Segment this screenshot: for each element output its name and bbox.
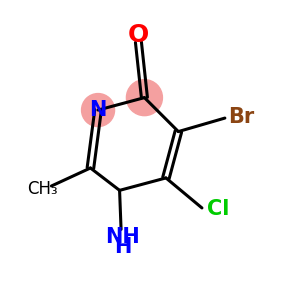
Circle shape <box>82 94 115 127</box>
Text: O: O <box>128 22 149 46</box>
Text: N: N <box>89 100 107 120</box>
Text: CH₃: CH₃ <box>27 180 58 198</box>
Text: Br: Br <box>228 106 254 127</box>
Text: H: H <box>114 237 131 257</box>
Text: NH: NH <box>105 227 140 247</box>
Text: Cl: Cl <box>207 200 230 219</box>
Circle shape <box>126 80 162 116</box>
